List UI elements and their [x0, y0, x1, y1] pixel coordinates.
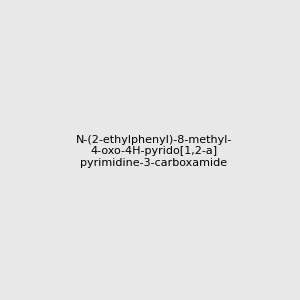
Text: N-(2-ethylphenyl)-8-methyl-
4-oxo-4H-pyrido[1,2-a]
pyrimidine-3-carboxamide: N-(2-ethylphenyl)-8-methyl- 4-oxo-4H-pyr…	[76, 135, 232, 168]
